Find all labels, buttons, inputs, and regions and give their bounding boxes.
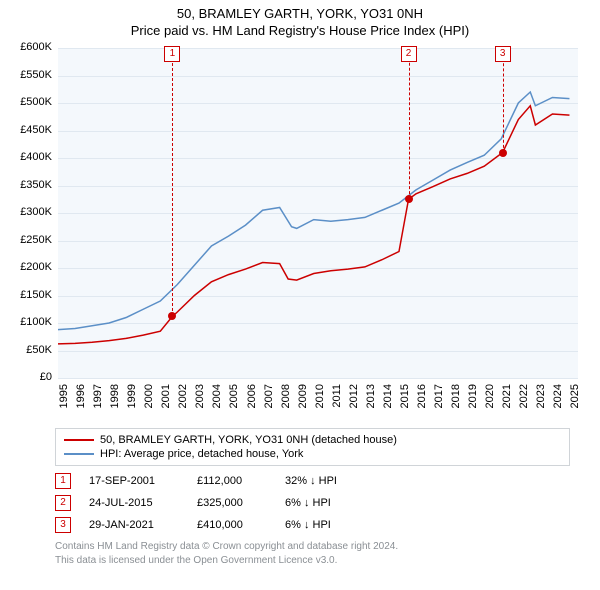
x-axis-label: 2018 [450, 384, 462, 414]
x-axis-label: 2013 [365, 384, 377, 414]
title-block: 50, BRAMLEY GARTH, YORK, YO31 0NH Price … [0, 0, 600, 42]
x-axis-label: 2004 [211, 384, 223, 414]
marker-box: 1 [164, 46, 180, 62]
legend-item: HPI: Average price, detached house, York [64, 447, 561, 461]
footer-line: This data is licensed under the Open Gov… [55, 554, 570, 568]
transaction-row: 2 24-JUL-2015 £325,000 6% ↓ HPI [55, 492, 570, 514]
x-axis-label: 2006 [246, 384, 258, 414]
marker-dot [405, 195, 413, 203]
x-axis-label: 2023 [535, 384, 547, 414]
transaction-marker: 3 [55, 517, 71, 533]
transaction-date: 29-JAN-2021 [89, 519, 179, 531]
x-axis-label: 2011 [331, 384, 343, 414]
price-chart: £0£50K£100K£150K£200K£250K£300K£350K£400… [10, 42, 590, 422]
transaction-date: 24-JUL-2015 [89, 497, 179, 509]
x-axis-label: 2009 [297, 384, 309, 414]
subtitle: Price paid vs. HM Land Registry's House … [0, 23, 600, 38]
x-axis-label: 2022 [518, 384, 530, 414]
transactions-table: 1 17-SEP-2001 £112,000 32% ↓ HPI 2 24-JUL-201… [55, 470, 570, 536]
transaction-marker: 2 [55, 495, 71, 511]
transaction-price: £410,000 [197, 519, 267, 531]
x-axis-label: 2002 [177, 384, 189, 414]
marker-line [172, 48, 173, 316]
x-axis-label: 1997 [92, 384, 104, 414]
x-axis-label: 2000 [143, 384, 155, 414]
x-axis-label: 2019 [467, 384, 479, 414]
transaction-price: £112,000 [197, 475, 267, 487]
x-axis-label: 2014 [382, 384, 394, 414]
address-title: 50, BRAMLEY GARTH, YORK, YO31 0NH [0, 6, 600, 21]
footer-line: Contains HM Land Registry data © Crown c… [55, 540, 570, 554]
series-hpi [58, 92, 569, 330]
attribution-footer: Contains HM Land Registry data © Crown c… [55, 540, 570, 567]
legend-swatch [64, 439, 94, 441]
x-axis-label: 2008 [280, 384, 292, 414]
transaction-pct: 32% ↓ HPI [285, 475, 385, 487]
x-axis-label: 1998 [109, 384, 121, 414]
marker-box: 2 [401, 46, 417, 62]
x-axis-label: 2021 [501, 384, 513, 414]
transaction-marker: 1 [55, 473, 71, 489]
marker-dot [499, 149, 507, 157]
marker-box: 3 [495, 46, 511, 62]
x-axis-label: 2001 [160, 384, 172, 414]
legend-label: HPI: Average price, detached house, York [100, 448, 303, 460]
series-price [58, 106, 569, 344]
transaction-pct: 6% ↓ HPI [285, 519, 385, 531]
marker-line [503, 48, 504, 153]
legend-item: 50, BRAMLEY GARTH, YORK, YO31 0NH (detac… [64, 433, 561, 447]
x-axis-label: 2020 [484, 384, 496, 414]
x-axis-label: 2003 [194, 384, 206, 414]
series-svg [10, 42, 578, 380]
chart-container: { "title_line1": "50, BRAMLEY GARTH, YOR… [0, 0, 600, 567]
legend-swatch [64, 453, 94, 455]
transaction-row: 3 29-JAN-2021 £410,000 6% ↓ HPI [55, 514, 570, 536]
transaction-date: 17-SEP-2001 [89, 475, 179, 487]
x-axis-label: 2012 [348, 384, 360, 414]
x-axis-label: 1995 [58, 384, 70, 414]
x-axis-label: 2007 [263, 384, 275, 414]
x-axis-label: 2017 [433, 384, 445, 414]
marker-line [409, 48, 410, 199]
x-axis-label: 1999 [126, 384, 138, 414]
x-axis-label: 2016 [416, 384, 428, 414]
x-axis-label: 2025 [569, 384, 581, 414]
transaction-row: 1 17-SEP-2001 £112,000 32% ↓ HPI [55, 470, 570, 492]
transaction-pct: 6% ↓ HPI [285, 497, 385, 509]
transaction-price: £325,000 [197, 497, 267, 509]
legend-label: 50, BRAMLEY GARTH, YORK, YO31 0NH (detac… [100, 434, 397, 446]
x-axis-label: 1996 [75, 384, 87, 414]
x-axis-label: 2024 [552, 384, 564, 414]
x-axis-label: 2005 [228, 384, 240, 414]
x-axis-label: 2010 [314, 384, 326, 414]
x-axis-label: 2015 [399, 384, 411, 414]
legend: 50, BRAMLEY GARTH, YORK, YO31 0NH (detac… [55, 428, 570, 466]
